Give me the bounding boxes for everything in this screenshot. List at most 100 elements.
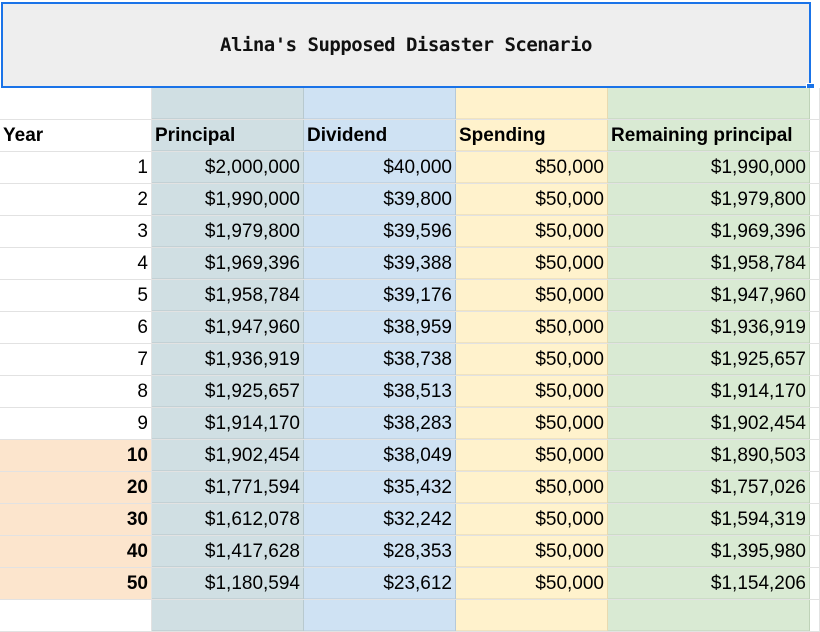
dividend-cell[interactable]: $32,242 [304, 504, 456, 535]
cell[interactable] [810, 184, 820, 215]
dividend-cell[interactable]: $39,176 [304, 280, 456, 311]
header-spending[interactable]: Spending [456, 120, 608, 151]
principal-cell[interactable]: $1,969,396 [152, 248, 304, 279]
principal-cell[interactable]: $1,902,454 [152, 440, 304, 471]
cell[interactable] [810, 440, 820, 471]
principal-cell[interactable]: $1,936,919 [152, 344, 304, 375]
cell[interactable] [810, 344, 820, 375]
remaining-principal-cell[interactable]: $1,594,319 [608, 504, 810, 535]
remaining-principal-cell[interactable]: $1,979,800 [608, 184, 810, 215]
cell[interactable] [810, 472, 820, 503]
principal-cell[interactable]: $1,958,784 [152, 280, 304, 311]
year-cell[interactable]: 1 [0, 152, 152, 183]
principal-cell[interactable]: $1,612,078 [152, 504, 304, 535]
remaining-principal-cell[interactable]: $1,890,503 [608, 440, 810, 471]
remaining-principal-cell[interactable]: $1,936,919 [608, 312, 810, 343]
dividend-cell[interactable]: $39,800 [304, 184, 456, 215]
year-cell[interactable]: 7 [0, 344, 152, 375]
principal-cell[interactable]: $1,914,170 [152, 408, 304, 439]
header-principal[interactable]: Principal [152, 120, 304, 151]
spending-cell[interactable]: $50,000 [456, 408, 608, 439]
dividend-cell[interactable]: $38,513 [304, 376, 456, 407]
year-cell[interactable]: 10 [0, 440, 152, 471]
cell[interactable] [810, 600, 820, 631]
spending-cell[interactable]: $50,000 [456, 184, 608, 215]
dividend-cell[interactable]: $23,612 [304, 568, 456, 599]
remaining-principal-cell[interactable]: $1,958,784 [608, 248, 810, 279]
spending-cell[interactable]: $50,000 [456, 440, 608, 471]
remaining-principal-cell[interactable]: $1,947,960 [608, 280, 810, 311]
dividend-cell[interactable]: $38,959 [304, 312, 456, 343]
year-cell[interactable]: 20 [0, 472, 152, 503]
cell[interactable] [304, 600, 456, 631]
spending-cell[interactable]: $50,000 [456, 216, 608, 247]
year-cell[interactable]: 6 [0, 312, 152, 343]
header-remaining-principal[interactable]: Remaining principal [608, 120, 810, 151]
year-cell[interactable]: 50 [0, 568, 152, 599]
principal-cell[interactable]: $1,979,800 [152, 216, 304, 247]
cell[interactable] [810, 536, 820, 567]
cell[interactable] [810, 152, 820, 183]
principal-cell[interactable]: $1,417,628 [152, 536, 304, 567]
year-cell[interactable]: 5 [0, 280, 152, 311]
principal-cell[interactable]: $1,990,000 [152, 184, 304, 215]
dividend-cell[interactable]: $38,049 [304, 440, 456, 471]
spending-cell[interactable]: $50,000 [456, 472, 608, 503]
principal-cell[interactable]: $1,180,594 [152, 568, 304, 599]
cell[interactable] [608, 88, 810, 119]
cell[interactable] [810, 248, 820, 279]
cell[interactable] [810, 408, 820, 439]
spending-cell[interactable]: $50,000 [456, 344, 608, 375]
dividend-cell[interactable]: $38,738 [304, 344, 456, 375]
year-cell[interactable]: 3 [0, 216, 152, 247]
dividend-cell[interactable]: $40,000 [304, 152, 456, 183]
cell[interactable] [810, 280, 820, 311]
spending-cell[interactable]: $50,000 [456, 280, 608, 311]
cell[interactable] [608, 600, 810, 631]
cell[interactable] [152, 600, 304, 631]
cell[interactable] [810, 568, 820, 599]
remaining-principal-cell[interactable]: $1,757,026 [608, 472, 810, 503]
spending-cell[interactable]: $50,000 [456, 376, 608, 407]
dividend-cell[interactable]: $39,596 [304, 216, 456, 247]
spending-cell[interactable]: $50,000 [456, 568, 608, 599]
remaining-principal-cell[interactable]: $1,925,657 [608, 344, 810, 375]
cell[interactable] [456, 88, 608, 119]
spending-cell[interactable]: $50,000 [456, 248, 608, 279]
year-cell[interactable]: 9 [0, 408, 152, 439]
cell[interactable] [810, 312, 820, 343]
principal-cell[interactable]: $1,947,960 [152, 312, 304, 343]
header-dividend[interactable]: Dividend [304, 120, 456, 151]
cell[interactable] [810, 216, 820, 247]
spending-cell[interactable]: $50,000 [456, 152, 608, 183]
dividend-cell[interactable]: $38,283 [304, 408, 456, 439]
spending-cell[interactable]: $50,000 [456, 312, 608, 343]
remaining-principal-cell[interactable]: $1,902,454 [608, 408, 810, 439]
dividend-cell[interactable]: $39,388 [304, 248, 456, 279]
cell[interactable] [152, 88, 304, 119]
year-cell[interactable]: 4 [0, 248, 152, 279]
cell[interactable] [810, 120, 820, 151]
spending-cell[interactable]: $50,000 [456, 504, 608, 535]
cell[interactable] [810, 504, 820, 535]
principal-cell[interactable]: $1,925,657 [152, 376, 304, 407]
title-cell[interactable]: Alina's Supposed Disaster Scenario [1, 2, 811, 88]
principal-cell[interactable]: $1,771,594 [152, 472, 304, 503]
spending-cell[interactable]: $50,000 [456, 536, 608, 567]
remaining-principal-cell[interactable]: $1,154,206 [608, 568, 810, 599]
year-cell[interactable]: 2 [0, 184, 152, 215]
cell[interactable] [0, 600, 152, 631]
remaining-principal-cell[interactable]: $1,395,980 [608, 536, 810, 567]
cell[interactable] [0, 88, 152, 119]
header-year[interactable]: Year [0, 120, 152, 151]
remaining-principal-cell[interactable]: $1,990,000 [608, 152, 810, 183]
cell[interactable] [810, 376, 820, 407]
year-cell[interactable]: 40 [0, 536, 152, 567]
dividend-cell[interactable]: $35,432 [304, 472, 456, 503]
remaining-principal-cell[interactable]: $1,914,170 [608, 376, 810, 407]
dividend-cell[interactable]: $28,353 [304, 536, 456, 567]
remaining-principal-cell[interactable]: $1,969,396 [608, 216, 810, 247]
year-cell[interactable]: 8 [0, 376, 152, 407]
cell[interactable] [810, 88, 820, 119]
cell[interactable] [456, 600, 608, 631]
